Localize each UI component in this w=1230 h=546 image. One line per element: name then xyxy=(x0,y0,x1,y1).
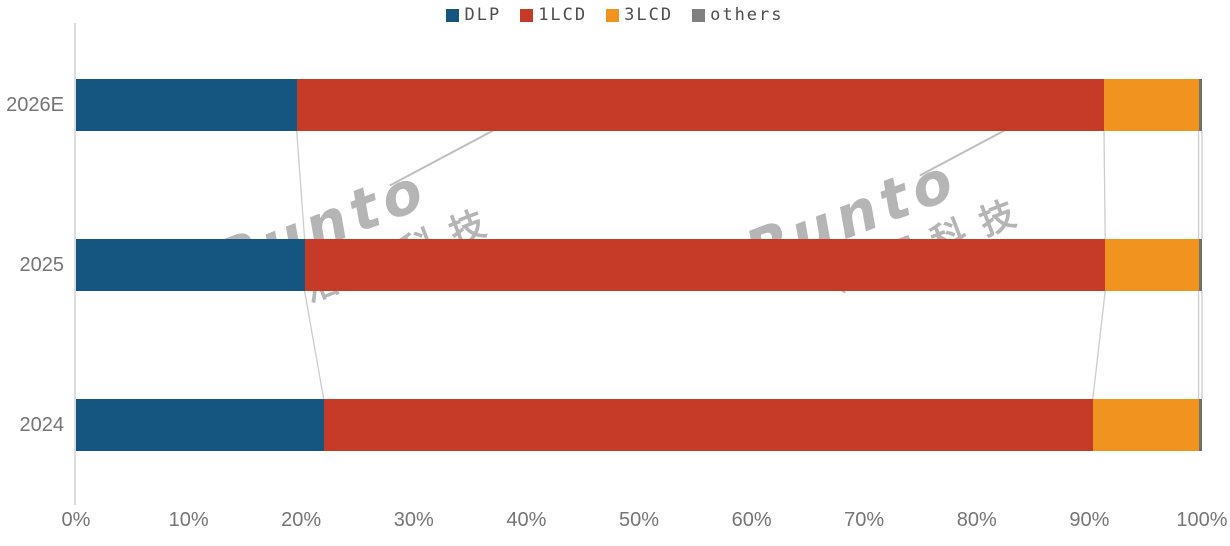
x-axis-tick-80%: 80% xyxy=(956,509,997,531)
x-axis-tick-20%: 20% xyxy=(281,509,322,531)
legend-swatch-icon xyxy=(446,8,460,22)
bar-segment-2026E-DLP xyxy=(76,79,297,131)
bar-segment-2025-1LCD xyxy=(304,239,1106,291)
bar-segment-2024-3LCD xyxy=(1092,399,1199,451)
x-axis-tick-30%: 30% xyxy=(393,509,434,531)
bar-segment-2025-others xyxy=(1198,239,1202,291)
legend-label: DLP xyxy=(464,4,502,25)
bar-segment-2024-DLP xyxy=(76,399,324,451)
legend: DLP 1LCD 3LCD others xyxy=(0,2,1230,28)
bar-segment-2026E-others xyxy=(1198,79,1202,131)
x-axis-tick-0%: 0% xyxy=(61,509,91,531)
legend-swatch-icon xyxy=(606,8,620,22)
legend-swatch-icon xyxy=(692,8,706,22)
watermark-runto-right: Runto 洛图科技 xyxy=(736,104,1053,325)
legend-item-DLP: DLP xyxy=(446,4,502,25)
bar-segment-2025-DLP xyxy=(76,239,305,291)
x-axis-tick-100%: 100% xyxy=(1176,509,1228,531)
connector-line-1LCD xyxy=(1092,290,1106,400)
x-axis-tick-10%: 10% xyxy=(168,509,209,531)
x-axis-tick-60%: 60% xyxy=(731,509,772,531)
legend-label: 1LCD xyxy=(538,4,588,25)
y-axis-label-2024: 2024 xyxy=(19,414,65,436)
y-axis-label-2026E: 2026E xyxy=(6,94,64,116)
legend-label: others xyxy=(710,4,784,25)
connector-line-DLP xyxy=(296,130,306,240)
bar-segment-2026E-3LCD xyxy=(1104,79,1199,131)
bar-segment-2024-1LCD xyxy=(323,399,1093,451)
x-axis-tick-70%: 70% xyxy=(844,509,885,531)
x-axis-tick-90%: 90% xyxy=(1069,509,1110,531)
y-axis-line xyxy=(74,23,76,505)
legend-item-others: others xyxy=(692,4,784,25)
x-axis-tick-50%: 50% xyxy=(618,509,660,531)
legend-label: 3LCD xyxy=(624,4,674,25)
legend-item-3LCD: 3LCD xyxy=(606,4,674,25)
bar-segment-2024-others xyxy=(1198,399,1202,451)
legend-item-1LCD: 1LCD xyxy=(520,4,588,25)
connector-line-1LCD xyxy=(1103,130,1106,240)
bar-segment-2025-3LCD xyxy=(1105,239,1199,291)
bar-segment-2026E-1LCD xyxy=(296,79,1105,131)
x-axis-tick-40%: 40% xyxy=(506,509,547,531)
legend-swatch-icon xyxy=(520,8,534,22)
watermark-runto-left: Runto 洛图科技 xyxy=(206,114,523,335)
connector-line-DLP xyxy=(303,290,325,400)
y-axis-label-2025: 2025 xyxy=(19,254,65,276)
